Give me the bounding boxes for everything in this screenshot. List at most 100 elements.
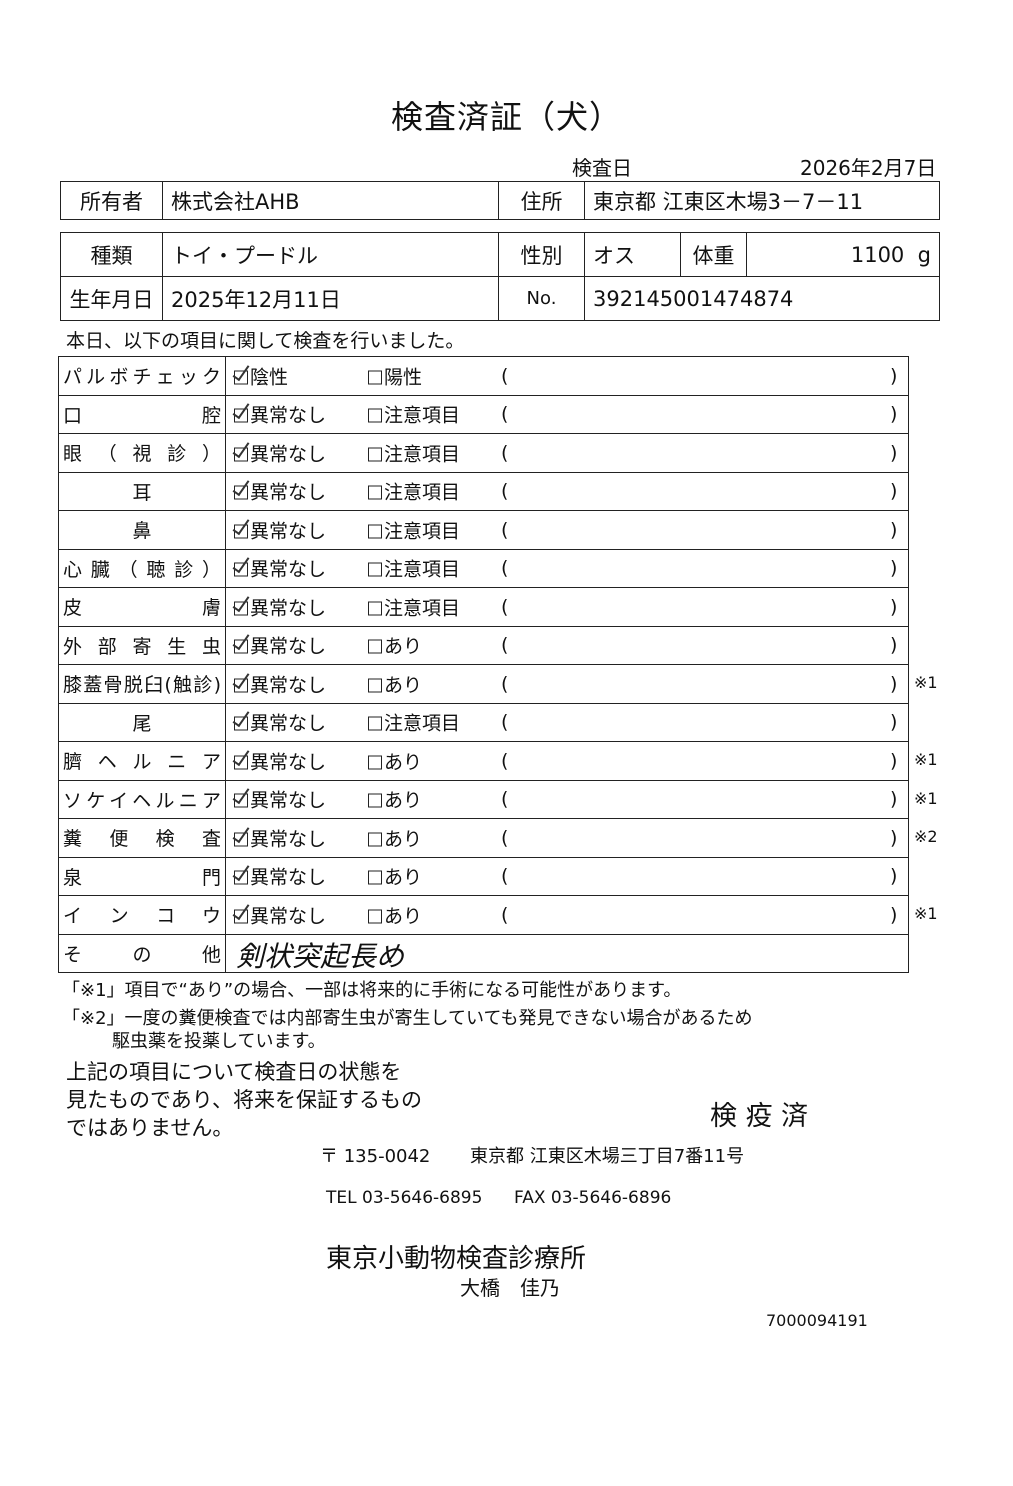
checkbox-checked-icon[interactable] bbox=[234, 408, 248, 423]
option-normal[interactable]: 異常なし bbox=[234, 439, 326, 466]
fax: FAX 03-5646-6896 bbox=[514, 1188, 672, 1208]
option-normal[interactable]: 異常なし bbox=[234, 863, 326, 890]
option-normal[interactable]: 異常なし bbox=[234, 555, 326, 582]
option-normal[interactable]: 異常なし bbox=[234, 786, 326, 813]
disclaimer: 上記の項目について検査日の状態を 見たものであり、将来を保証するもの ではありません… bbox=[66, 1060, 422, 1140]
option-abnormal[interactable]: あり bbox=[368, 863, 422, 890]
checkbox-checked-icon[interactable] bbox=[234, 485, 248, 500]
checkbox-icon[interactable] bbox=[368, 370, 382, 385]
option-normal[interactable]: 異常なし bbox=[234, 593, 326, 620]
item-label: 心臓（聴診） bbox=[58, 548, 226, 588]
option-abnormal[interactable]: 陽性 bbox=[368, 362, 422, 389]
checkbox-icon[interactable] bbox=[368, 639, 382, 654]
checkbox-checked-icon[interactable] bbox=[234, 832, 248, 847]
item-label: 泉門 bbox=[58, 856, 226, 896]
option-normal[interactable]: 異常なし bbox=[234, 709, 326, 736]
paren-close: ) bbox=[890, 403, 898, 426]
option-normal[interactable]: 異常なし bbox=[234, 670, 326, 697]
option-normal[interactable]: 異常なし bbox=[234, 516, 326, 543]
address-value: 東京都 江東区木場3－7－11 bbox=[584, 181, 940, 220]
checkbox-icon[interactable] bbox=[368, 716, 382, 731]
item-label: 膝蓋骨脱臼(触診) bbox=[58, 664, 226, 704]
item-label: 皮膚 bbox=[58, 587, 226, 627]
paren-open: ( bbox=[501, 788, 509, 811]
paren-close: ) bbox=[890, 749, 898, 772]
tel: TEL 03-5646-6895 bbox=[326, 1188, 483, 1208]
checkbox-icon[interactable] bbox=[368, 755, 382, 770]
paren-open: ( bbox=[501, 364, 509, 387]
paren-close: ) bbox=[890, 518, 898, 541]
checkbox-icon[interactable] bbox=[368, 870, 382, 885]
item-label: 糞便検査 bbox=[58, 818, 226, 858]
option-abnormal[interactable]: 注意項目 bbox=[368, 439, 460, 466]
exam-date-label: 検査日 bbox=[572, 156, 632, 180]
option-normal[interactable]: 異常なし bbox=[234, 824, 326, 851]
no-value: 392145001474874 bbox=[584, 276, 940, 321]
no-label: No. bbox=[498, 276, 585, 321]
checkbox-icon[interactable] bbox=[368, 408, 382, 423]
option-normal[interactable]: 異常なし bbox=[234, 478, 326, 505]
option-abnormal[interactable]: あり bbox=[368, 786, 422, 813]
checkbox-checked-icon[interactable] bbox=[234, 524, 248, 539]
paren-close: ) bbox=[890, 595, 898, 618]
note-2-cont: 駆虫薬を投薬しています。 bbox=[112, 1031, 326, 1052]
checkbox-checked-icon[interactable] bbox=[234, 639, 248, 654]
paren-close: ) bbox=[890, 441, 898, 464]
paren-open: ( bbox=[501, 903, 509, 926]
paren-close: ) bbox=[890, 788, 898, 811]
birth-value: 2025年12月11日 bbox=[162, 276, 499, 321]
paren-open: ( bbox=[501, 711, 509, 734]
inspection-row: 外部寄生虫 異常なし あり ( ) bbox=[58, 625, 909, 665]
sex-label: 性別 bbox=[498, 232, 585, 277]
item-label: ソケイヘルニア bbox=[58, 779, 226, 819]
option-normal[interactable]: 異常なし bbox=[234, 901, 326, 928]
inspection-row: インコウ 異常なし あり ( ) bbox=[58, 895, 909, 935]
option-abnormal[interactable]: 注意項目 bbox=[368, 593, 460, 620]
checkbox-checked-icon[interactable] bbox=[234, 678, 248, 693]
checkbox-checked-icon[interactable] bbox=[234, 793, 248, 808]
checkbox-checked-icon[interactable] bbox=[234, 716, 248, 731]
option-abnormal[interactable]: あり bbox=[368, 670, 422, 697]
inspection-row: 臍ヘルニア 異常なし あり ( ) bbox=[58, 741, 909, 781]
option-normal[interactable]: 陰性 bbox=[234, 362, 288, 389]
kind-value: トイ・プードル bbox=[162, 232, 499, 277]
option-abnormal[interactable]: あり bbox=[368, 632, 422, 659]
paren-close: ) bbox=[890, 557, 898, 580]
checkbox-icon[interactable] bbox=[368, 562, 382, 577]
option-abnormal[interactable]: あり bbox=[368, 824, 422, 851]
checkbox-checked-icon[interactable] bbox=[234, 370, 248, 385]
option-abnormal[interactable]: あり bbox=[368, 747, 422, 774]
checkbox-icon[interactable] bbox=[368, 601, 382, 616]
checkbox-icon[interactable] bbox=[368, 832, 382, 847]
checkbox-icon[interactable] bbox=[368, 447, 382, 462]
option-abnormal[interactable]: あり bbox=[368, 901, 422, 928]
inspection-row: ソケイヘルニア 異常なし あり ( ) bbox=[58, 779, 909, 819]
option-normal[interactable]: 異常なし bbox=[234, 747, 326, 774]
checkbox-icon[interactable] bbox=[368, 485, 382, 500]
option-abnormal[interactable]: 注意項目 bbox=[368, 709, 460, 736]
inspection-row: パルボチェック 陰性 陽性 ( ) bbox=[58, 356, 909, 396]
paren-close: ) bbox=[890, 903, 898, 926]
checkbox-icon[interactable] bbox=[368, 524, 382, 539]
option-abnormal[interactable]: 注意項目 bbox=[368, 555, 460, 582]
checkbox-checked-icon[interactable] bbox=[234, 447, 248, 462]
checkbox-checked-icon[interactable] bbox=[234, 755, 248, 770]
checkbox-checked-icon[interactable] bbox=[234, 909, 248, 924]
paren-open: ( bbox=[501, 826, 509, 849]
inspection-table: パルボチェック 陰性 陽性 ( ) 口腔 異常なし 注意項目 ( ) 眼（視診）… bbox=[58, 356, 909, 973]
paren-open: ( bbox=[501, 595, 509, 618]
item-label: 口腔 bbox=[58, 394, 226, 434]
option-abnormal[interactable]: 注意項目 bbox=[368, 401, 460, 428]
checkbox-checked-icon[interactable] bbox=[234, 601, 248, 616]
option-abnormal[interactable]: 注意項目 bbox=[368, 478, 460, 505]
option-normal[interactable]: 異常なし bbox=[234, 632, 326, 659]
footnote-marker: ※1 bbox=[914, 673, 938, 692]
checkbox-icon[interactable] bbox=[368, 909, 382, 924]
checkbox-checked-icon[interactable] bbox=[234, 562, 248, 577]
checkbox-icon[interactable] bbox=[368, 678, 382, 693]
option-abnormal[interactable]: 注意項目 bbox=[368, 516, 460, 543]
checkbox-icon[interactable] bbox=[368, 793, 382, 808]
paren-close: ) bbox=[890, 364, 898, 387]
option-normal[interactable]: 異常なし bbox=[234, 401, 326, 428]
checkbox-checked-icon[interactable] bbox=[234, 870, 248, 885]
